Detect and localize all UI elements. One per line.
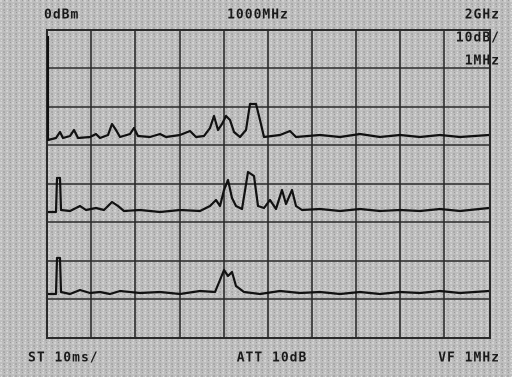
- reference-level: 0dBm: [44, 8, 79, 23]
- attenuation: ATT 10dB: [237, 351, 308, 366]
- vertical-scale: 10dB/: [456, 31, 500, 46]
- resolution-bandwidth: 1MHz: [465, 54, 500, 69]
- video-filter: VF 1MHz: [438, 351, 500, 366]
- analyzer-screen: 0dBm 1000MHz 2GHz 10dB/ 1MHz ST 10ms/ AT…: [0, 0, 512, 377]
- span: 2GHz: [465, 8, 500, 23]
- center-frequency: 1000MHz: [227, 8, 289, 23]
- sweep-time: ST 10ms/: [28, 351, 99, 366]
